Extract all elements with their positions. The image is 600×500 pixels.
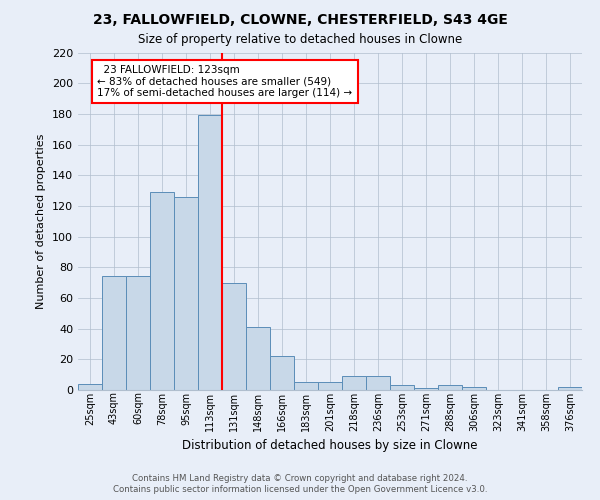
- Bar: [462, 387, 486, 390]
- Bar: [390, 386, 414, 390]
- Bar: [438, 386, 462, 390]
- Bar: [126, 276, 150, 390]
- Bar: [222, 282, 246, 390]
- Text: Contains HM Land Registry data © Crown copyright and database right 2024.
Contai: Contains HM Land Registry data © Crown c…: [113, 474, 487, 494]
- Bar: [174, 196, 198, 390]
- Bar: [270, 356, 294, 390]
- Bar: [366, 376, 390, 390]
- Text: 23, FALLOWFIELD, CLOWNE, CHESTERFIELD, S43 4GE: 23, FALLOWFIELD, CLOWNE, CHESTERFIELD, S…: [92, 12, 508, 26]
- Text: Size of property relative to detached houses in Clowne: Size of property relative to detached ho…: [138, 32, 462, 46]
- Bar: [558, 387, 582, 390]
- Bar: [150, 192, 174, 390]
- Bar: [78, 384, 102, 390]
- Bar: [414, 388, 438, 390]
- Text: 23 FALLOWFIELD: 123sqm
← 83% of detached houses are smaller (549)
17% of semi-de: 23 FALLOWFIELD: 123sqm ← 83% of detached…: [97, 65, 352, 98]
- Bar: [294, 382, 318, 390]
- Bar: [318, 382, 342, 390]
- Y-axis label: Number of detached properties: Number of detached properties: [37, 134, 46, 309]
- X-axis label: Distribution of detached houses by size in Clowne: Distribution of detached houses by size …: [182, 439, 478, 452]
- Bar: [342, 376, 366, 390]
- Bar: [246, 327, 270, 390]
- Bar: [102, 276, 126, 390]
- Bar: [198, 116, 222, 390]
